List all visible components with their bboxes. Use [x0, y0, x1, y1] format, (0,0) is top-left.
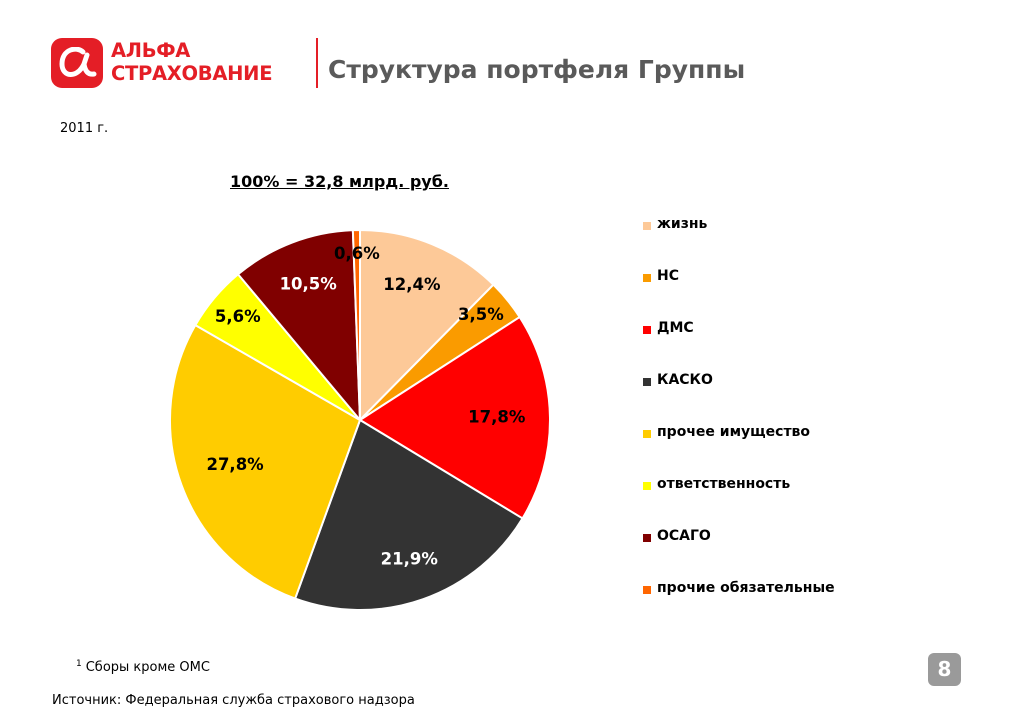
- slice-label: 17,8%: [468, 408, 526, 427]
- slice-label: 12,4%: [383, 275, 441, 294]
- legend-label: прочее имущество: [657, 424, 811, 440]
- page-number: 8: [928, 653, 961, 686]
- pie-slice: [359, 229, 495, 421]
- slice-label: 21,9%: [381, 549, 439, 568]
- slice-label: 5,6%: [215, 307, 261, 326]
- alpha-icon: [51, 38, 103, 88]
- legend-swatch: [643, 586, 651, 594]
- page-title: Структура портфеля Группы: [328, 55, 746, 84]
- legend-label: ДМС: [657, 320, 694, 336]
- legend-swatch: [643, 274, 651, 282]
- chart-title: 100% = 32,8 млрд. руб.: [230, 172, 449, 191]
- legend-label: КАСКО: [657, 372, 713, 388]
- pie-slice: [351, 228, 361, 421]
- footnote: 1 Сборы кроме ОМС: [76, 659, 210, 675]
- pie-slice: [294, 419, 524, 611]
- slice-label: 0,6%: [334, 244, 380, 263]
- slice-label: 3,5%: [458, 305, 504, 324]
- slice-label: 27,8%: [206, 455, 264, 474]
- source-note: Источник: Федеральная служба страхового …: [52, 693, 415, 708]
- legend-label: НС: [657, 268, 679, 284]
- footnote-mark: 1: [76, 659, 82, 669]
- legend-label: жизнь: [657, 216, 708, 232]
- title-divider: [316, 38, 318, 88]
- legend-swatch: [643, 430, 651, 438]
- legend-label: ответственность: [657, 476, 791, 492]
- company-logo-text: АЛЬФА СТРАХОВАНИЕ: [111, 39, 273, 85]
- pie-labels: 12,4% 3,5% 17,8% 21,9% 27,8% 5,6% 10,5% 0,6%: [206, 244, 525, 568]
- legend-swatch: [643, 222, 651, 230]
- legend-label: ОСАГО: [657, 528, 711, 544]
- footnote-text: Сборы кроме ОМС: [85, 660, 210, 675]
- pie-slice: [237, 229, 361, 421]
- legend-swatch: [643, 534, 651, 542]
- slice-label: 10,5%: [280, 275, 338, 294]
- pie-slice: [359, 316, 551, 520]
- logo-line-1: АЛЬФА: [111, 39, 191, 62]
- legend-swatch: [643, 378, 651, 386]
- legend-swatch: [643, 326, 651, 334]
- year-label: 2011 г.: [60, 121, 109, 136]
- pie-slices: [169, 228, 551, 611]
- legend-label: прочие обязательные: [657, 580, 835, 596]
- legend-swatch: [643, 482, 651, 490]
- logo-line-2: СТРАХОВАНИЕ: [111, 62, 273, 85]
